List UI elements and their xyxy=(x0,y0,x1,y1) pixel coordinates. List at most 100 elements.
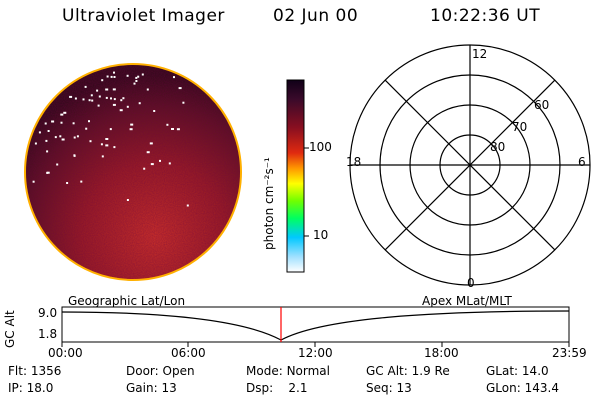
orbit-xtick-2: 12:00 xyxy=(298,346,333,360)
uv-speckle xyxy=(113,98,116,101)
orbit-xtick-0: 00:00 xyxy=(48,346,83,360)
uv-speckle xyxy=(110,75,113,78)
uv-speckle xyxy=(89,140,92,143)
uv-speckle xyxy=(137,75,140,78)
uv-speckle xyxy=(61,138,65,141)
uv-speckle xyxy=(143,167,146,170)
uv-speckle xyxy=(113,146,116,149)
time-label: 10:22:36 UT xyxy=(430,6,541,26)
uv-speckle xyxy=(56,163,59,166)
uv-speckle xyxy=(74,97,77,100)
colorbar xyxy=(286,79,305,273)
uv-speckle xyxy=(47,130,50,132)
uv-speckle xyxy=(182,101,185,104)
uv-speckle xyxy=(59,135,62,138)
uv-speckle xyxy=(90,94,93,97)
uv-speckle xyxy=(69,95,73,98)
colorbar-label-10: 10 xyxy=(313,228,329,242)
info-gc-alt: GC Alt: 1.9 Re xyxy=(366,364,450,378)
uv-speckle xyxy=(112,88,116,91)
app-title: Ultraviolet Imager xyxy=(62,6,225,26)
uv-speckle xyxy=(101,155,104,158)
uv-speckle xyxy=(126,199,129,201)
uv-speckle xyxy=(146,151,150,154)
uv-speckle xyxy=(176,128,180,131)
uv-speckle xyxy=(32,180,35,183)
info-dsp: Dsp: 2.1 xyxy=(246,381,308,395)
uv-speckle xyxy=(130,123,134,126)
info-glon: GLon: 143.4 xyxy=(486,381,559,395)
uv-speckle xyxy=(80,180,83,183)
uv-speckle xyxy=(122,97,125,100)
uv-speckle xyxy=(63,111,67,114)
uv-speckle xyxy=(133,82,136,85)
uv-speckle xyxy=(82,98,85,101)
uv-speckle xyxy=(171,128,174,130)
uv-speckle xyxy=(146,88,149,91)
mlt-label-0: 0 xyxy=(467,276,475,290)
uv-speckle xyxy=(173,76,175,79)
uv-speckles xyxy=(32,71,189,207)
uv-speckle xyxy=(168,162,171,165)
colorbar-unit-label: photon cm⁻²s⁻¹ xyxy=(262,157,276,250)
uv-speckle xyxy=(101,79,104,82)
info-mode: Mode: Normal xyxy=(246,364,330,378)
uv-speckle xyxy=(72,122,75,125)
colorbar-label-100: 100 xyxy=(309,140,332,154)
uv-speckle xyxy=(106,75,109,78)
uv-speckle xyxy=(159,159,161,162)
uv-speckle xyxy=(109,128,112,131)
uv-speckle xyxy=(46,171,50,174)
lat-label-70: 70 xyxy=(512,120,528,134)
orbit-right-caption: Apex MLat/MLT xyxy=(422,294,512,308)
orbit-left-caption: Geographic Lat/Lon xyxy=(68,294,186,308)
orbit-xtick-4: 23:59 xyxy=(552,346,587,360)
uv-speckle xyxy=(100,143,103,146)
uv-speckle xyxy=(149,142,153,145)
uv-speckle xyxy=(110,97,112,100)
lat-label-80: 80 xyxy=(490,140,506,154)
uv-speckle xyxy=(153,110,156,112)
orbit-plot xyxy=(61,306,570,347)
uv-speckle xyxy=(126,105,129,108)
uv-speckle xyxy=(76,135,79,138)
uv-speckle xyxy=(88,120,90,123)
uv-speckle xyxy=(105,88,109,91)
uv-speckle xyxy=(129,128,133,131)
uv-speckle xyxy=(54,136,57,139)
uv-speckle xyxy=(51,120,55,123)
uv-speckle xyxy=(60,113,64,116)
orbit-xtick-3: 18:00 xyxy=(424,346,459,360)
info-flt: Flt: 1356 xyxy=(8,364,62,378)
uv-speckle xyxy=(88,99,91,102)
uv-speckle xyxy=(73,154,76,157)
uv-speckle xyxy=(46,150,49,153)
uv-speckle xyxy=(73,136,76,139)
polar-diagonal-2 xyxy=(384,79,556,251)
uv-speckle xyxy=(105,144,109,147)
orbit-altitude-curve xyxy=(61,310,570,341)
uv-speckle xyxy=(98,95,101,98)
date-label: 02 Jun 00 xyxy=(273,6,359,26)
lat-label-60: 60 xyxy=(534,98,550,112)
uv-speckle xyxy=(105,96,108,99)
info-gain: Gain: 13 xyxy=(126,381,177,395)
uv-speckle xyxy=(120,99,123,102)
uv-speckle xyxy=(126,74,129,77)
uv-speckle xyxy=(150,163,154,166)
uv-speckle xyxy=(112,103,116,106)
orbit-xtick-1: 06:00 xyxy=(171,346,206,360)
orbit-ytick-low: 1.8 xyxy=(38,327,58,341)
mlt-label-12: 12 xyxy=(472,47,488,61)
uv-speckle xyxy=(91,99,94,102)
orbit-ytick-high: 9.0 xyxy=(38,306,58,320)
uv-speckle xyxy=(96,89,99,92)
uv-noise xyxy=(26,65,240,279)
orbit-y-axis-label: GC Alt xyxy=(3,310,17,348)
uv-speckle xyxy=(44,122,47,125)
info-seq: Seq: 13 xyxy=(366,381,412,395)
info-glat: GLat: 14.0 xyxy=(486,364,549,378)
uv-speckle xyxy=(135,80,138,82)
uv-speckle xyxy=(45,139,48,142)
polar-plot xyxy=(349,44,591,286)
